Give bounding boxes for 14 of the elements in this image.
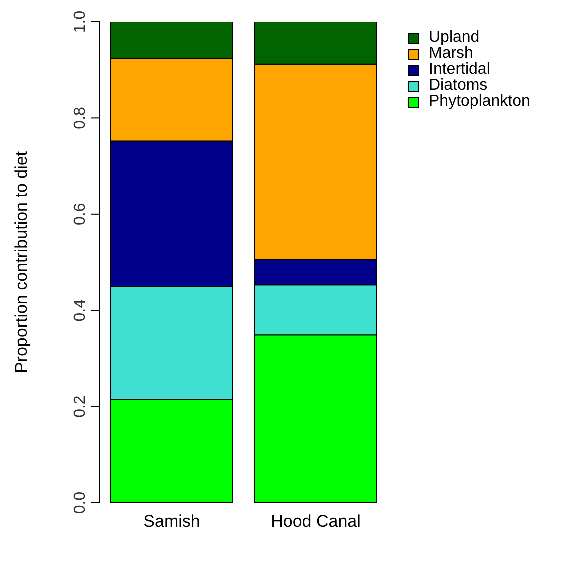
y-tick-label: 0.8 [72,106,89,130]
legend-label: Upland [429,29,480,46]
legend-label: Intertidal [429,61,490,78]
y-tick-label: 0.4 [72,299,89,322]
y-tick-label: 0.0 [72,492,89,514]
y-tick-label: 0.2 [72,396,89,418]
y-tick-label: 1.0 [72,10,89,34]
legend-label: Phytoplankton [429,93,530,110]
legend-label: Diatoms [429,77,488,94]
legend-label: Marsh [429,45,474,62]
x-tick-label: Samish [144,512,200,532]
y-tick-label: 0.6 [72,203,89,226]
y-axis-title: Proportion contribution to diet [12,151,32,374]
x-tick-label: Hood Canal [271,512,361,532]
